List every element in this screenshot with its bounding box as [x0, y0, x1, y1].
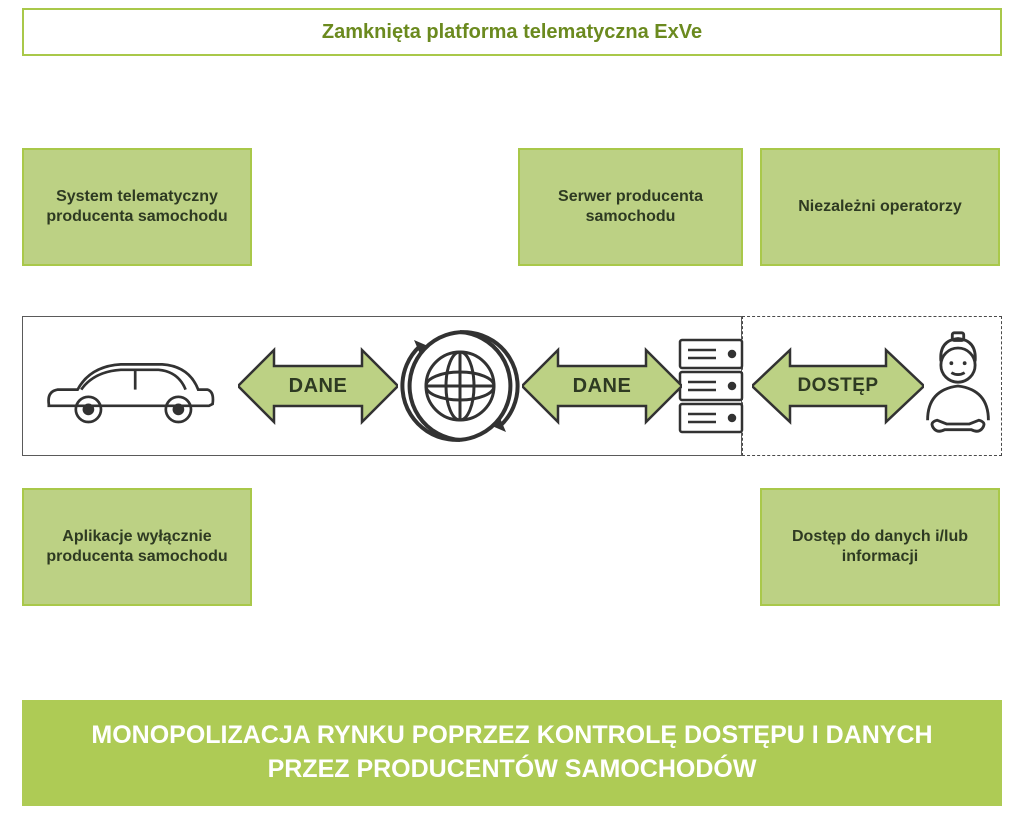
box-label: Serwer producenta samochodu [530, 187, 731, 227]
server-icon [676, 336, 746, 436]
box-manufacturer-server: Serwer producenta samochodu [518, 148, 743, 266]
box-label: Dostęp do danych i/lub informacji [772, 527, 988, 567]
bidirectional-arrow-data-1: DANE [238, 342, 398, 430]
box-label: System telematyczny producenta samochodu [34, 187, 240, 227]
box-data-access: Dostęp do danych i/lub informacji [760, 488, 1000, 606]
conclusion-banner: MONOPOLIZACJA RYNKU POPRZEZ KONTROLĘ DOS… [22, 700, 1002, 806]
banner-text: MONOPOLIZACJA RYNKU POPRZEZ KONTROLĘ DOS… [62, 719, 962, 787]
mechanic-icon [920, 326, 996, 446]
box-telematics-system: System telematyczny producenta samochodu [22, 148, 252, 266]
box-manufacturer-apps: Aplikacje wyłącznie producenta samochodu [22, 488, 252, 606]
bidirectional-arrow-data-2: DANE [522, 342, 682, 430]
box-independent-operators: Niezależni operatorzy [760, 148, 1000, 266]
diagram-title-box: Zamknięta platforma telematyczna ExVe [22, 8, 1002, 56]
bidirectional-arrow-access: DOSTĘP [752, 342, 924, 430]
car-icon [38, 336, 218, 436]
globe-icon [400, 326, 520, 446]
box-label: Niezależni operatorzy [798, 197, 962, 217]
box-label: Aplikacje wyłącznie producenta samochodu [34, 527, 240, 567]
diagram-title-text: Zamknięta platforma telematyczna ExVe [322, 21, 702, 44]
